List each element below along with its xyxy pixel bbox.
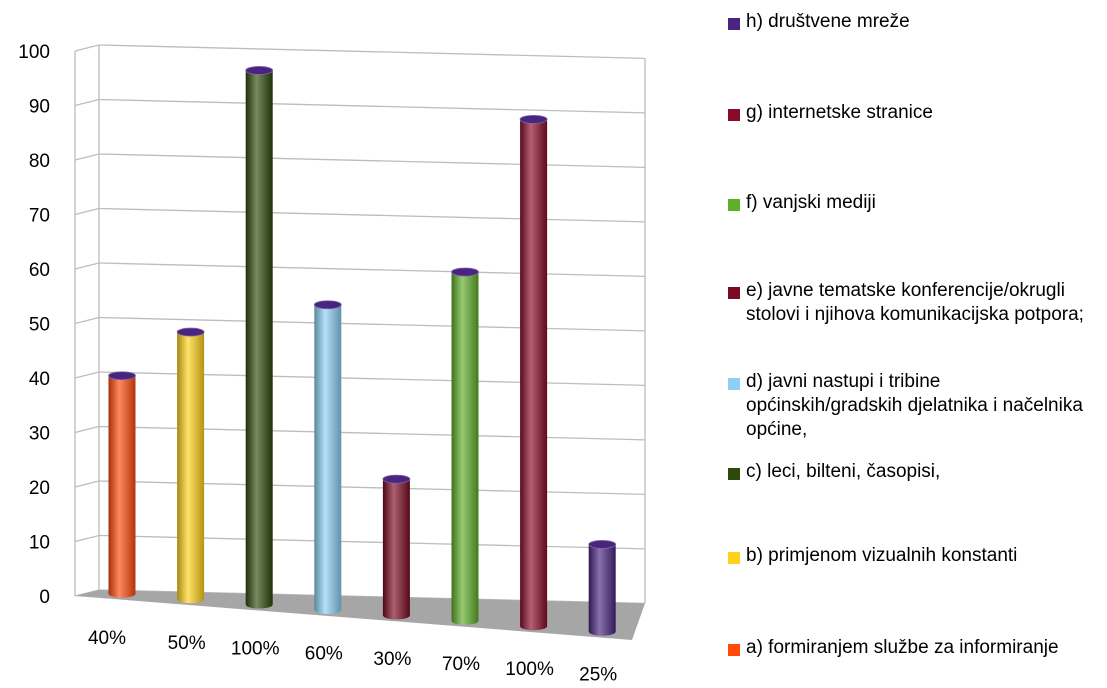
bar xyxy=(245,66,274,609)
x-tick-label: 50% xyxy=(168,633,206,654)
legend-item: e) javne tematske konferencije/okrugli s… xyxy=(728,279,1107,327)
legend-item: f) vanjski mediji xyxy=(728,191,1107,215)
y-tick-label: 80 xyxy=(29,151,50,172)
legend-item: a) formiranjem službe za informiranje xyxy=(728,636,1066,660)
chart-bars xyxy=(108,66,617,636)
bar xyxy=(108,371,136,598)
x-tick-label: 100% xyxy=(505,659,554,680)
y-tick-label: 70 xyxy=(29,206,50,227)
y-tick-label: 90 xyxy=(29,97,50,118)
legend-label: h) društvene mreže xyxy=(746,11,910,32)
side-gridline xyxy=(74,534,100,543)
y-tick-label: 20 xyxy=(29,478,50,499)
x-tick-label: 60% xyxy=(305,644,343,665)
bar xyxy=(313,300,342,614)
bar-body xyxy=(108,375,136,598)
bar-body xyxy=(314,304,342,614)
legend-swatch xyxy=(728,552,740,564)
side-gridline xyxy=(74,153,100,161)
bar-body xyxy=(245,70,273,609)
y-axis-ticks: 0 10 20 30 40 50 60 70 80 90 100 xyxy=(18,42,50,608)
side-gridline xyxy=(74,425,100,434)
gridline xyxy=(98,44,646,60)
bar-top xyxy=(245,66,274,75)
legend-item: h) društvene mreže xyxy=(728,10,1107,34)
legend-item: c) leci, bilteni, časopisi, xyxy=(728,460,1107,484)
y-tick-label: 40 xyxy=(29,369,50,390)
bar-top xyxy=(313,300,342,310)
legend-label: c) leci, bilteni, časopisi, xyxy=(746,461,941,482)
x-tick-label: 70% xyxy=(442,654,480,675)
floor-plane xyxy=(75,590,645,640)
bar-body xyxy=(520,119,548,631)
legend-item: b) primjenom vizualnih konstanti xyxy=(728,544,1107,568)
legend-swatch xyxy=(728,468,740,480)
side-gridline xyxy=(74,207,100,216)
legend-swatch xyxy=(728,378,740,390)
legend-swatch xyxy=(728,644,740,656)
chart-grid xyxy=(74,44,646,605)
side-gridline xyxy=(74,44,100,52)
legend-label: g) internetske stranice xyxy=(746,102,933,123)
legend-swatch xyxy=(728,18,740,30)
side-gridline xyxy=(74,371,100,379)
gridline xyxy=(98,153,646,169)
y-tick-label: 60 xyxy=(29,260,50,281)
x-tick-label: 30% xyxy=(373,649,411,670)
bar-body xyxy=(382,479,410,620)
bar-top xyxy=(108,371,136,381)
gridline xyxy=(98,316,646,332)
x-axis-ticks: 40% 50% 100% 60% 30% 70% 100% 25% xyxy=(88,628,617,685)
gridline xyxy=(98,207,646,223)
legend-swatch xyxy=(728,109,740,121)
y-tick-label: 50 xyxy=(29,315,50,336)
chart-floor xyxy=(75,590,645,640)
side-gridline xyxy=(74,262,100,270)
bar-body xyxy=(177,332,205,604)
legend-item: g) internetske stranice xyxy=(728,101,1107,125)
legend-swatch xyxy=(728,287,740,299)
y-tick-label: 100 xyxy=(18,42,50,63)
legend-label: f) vanjski mediji xyxy=(746,192,876,213)
y-tick-label: 30 xyxy=(29,424,50,445)
x-tick-label: 40% xyxy=(88,628,126,649)
bar xyxy=(382,474,411,620)
side-gridline xyxy=(74,480,100,488)
legend-label: e) javne tematske konferencije/okrugli s… xyxy=(746,280,1084,325)
bar-top xyxy=(176,327,205,337)
bar xyxy=(176,327,205,604)
y-tick-label: 0 xyxy=(39,587,50,608)
gridline xyxy=(98,98,646,114)
legend-label: d) javni nastupi i tribine općinskih/gra… xyxy=(746,371,1083,440)
legend-label: b) primjenom vizualnih konstanti xyxy=(746,545,1018,566)
x-tick-label: 100% xyxy=(231,638,280,659)
legend-item: d) javni nastupi i tribine općinskih/gra… xyxy=(728,370,1086,442)
bar-body xyxy=(588,544,616,636)
gridline xyxy=(98,262,646,278)
side-gridline xyxy=(74,316,100,325)
legend-swatch xyxy=(728,199,740,211)
bar xyxy=(451,267,479,625)
bar-top xyxy=(519,114,548,124)
bar xyxy=(519,114,548,631)
bar-chart: 0 10 20 30 40 50 60 70 80 90 100 40% 50% 100% 60% 30% 7… xyxy=(18,42,646,685)
bar-top xyxy=(451,267,479,277)
legend-label: a) formiranjem službe za informiranje xyxy=(746,637,1059,658)
bar-top xyxy=(382,474,411,484)
bar-body xyxy=(451,272,479,625)
side-gridline xyxy=(74,98,100,107)
y-tick-label: 10 xyxy=(29,533,50,554)
x-tick-label: 25% xyxy=(579,664,617,685)
bar-top xyxy=(588,540,617,549)
bar xyxy=(588,540,617,636)
